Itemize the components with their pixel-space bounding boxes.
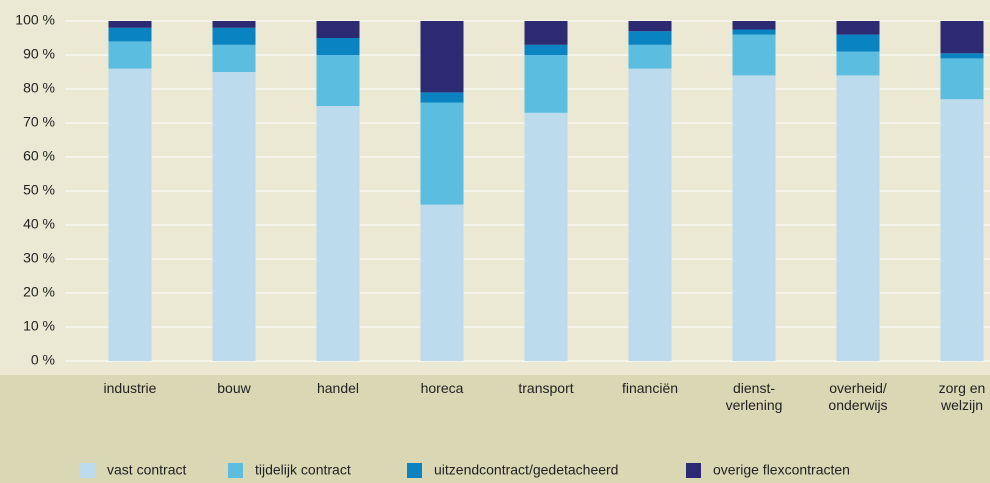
bar-segment xyxy=(836,21,880,35)
bar-segment xyxy=(316,21,360,38)
bar-segment xyxy=(628,68,672,361)
bar-segment xyxy=(108,41,152,69)
legend-label: overige flexcontracten xyxy=(713,462,850,478)
bar-segment xyxy=(420,92,464,103)
legend-swatch xyxy=(80,463,95,478)
x-tick-label: zorg en welzijn xyxy=(938,380,986,413)
bar-segment xyxy=(628,44,672,69)
bar-segment xyxy=(108,21,152,28)
bar-segment xyxy=(524,44,568,55)
legend-swatch xyxy=(686,463,701,478)
bar-segment xyxy=(524,112,568,361)
x-tick-label: overheid/ onderwijs xyxy=(828,380,888,413)
y-tick-label: 0 % xyxy=(31,352,55,368)
x-tick-label: industrie xyxy=(103,380,157,396)
legend-swatch xyxy=(228,463,243,478)
x-tick-label: horeca xyxy=(420,380,464,396)
legend-label: vast contract xyxy=(107,462,186,478)
y-tick-label: 40 % xyxy=(23,216,55,232)
plot-background xyxy=(0,0,990,375)
legend-label: uitzendcontract/gedetacheerd xyxy=(434,462,618,478)
bar-segment xyxy=(420,102,464,205)
bar-segment xyxy=(940,21,984,54)
bar-segment xyxy=(108,27,152,42)
y-tick-label: 100 % xyxy=(15,12,55,28)
bar-segment xyxy=(316,38,360,55)
bar-segment xyxy=(212,72,256,361)
bar-segment xyxy=(420,204,464,361)
y-tick-label: 10 % xyxy=(23,318,55,334)
bar-segment xyxy=(524,21,568,45)
bar-segment xyxy=(732,29,776,35)
bar-segment xyxy=(836,34,880,52)
x-tick-label: transport xyxy=(518,380,574,396)
bar-segment xyxy=(212,44,256,72)
bar-segment xyxy=(420,21,464,93)
y-tick-label: 60 % xyxy=(23,148,55,164)
x-tick-label: dienst- verlening xyxy=(725,380,783,413)
bar-segment xyxy=(628,31,672,45)
bar-segment xyxy=(316,106,360,361)
x-tick-label: bouw xyxy=(217,380,251,396)
y-tick-label: 90 % xyxy=(23,46,55,62)
bar-segment xyxy=(732,21,776,30)
legend-label: tijdelijk contract xyxy=(255,462,351,478)
x-tick-label: financiën xyxy=(621,380,679,396)
bar-segment xyxy=(732,34,776,76)
bar-segment xyxy=(212,21,256,28)
y-tick-label: 70 % xyxy=(23,114,55,130)
bar-segment xyxy=(940,58,984,100)
bar-segment xyxy=(108,68,152,361)
y-tick-label: 80 % xyxy=(23,80,55,96)
bar-segment xyxy=(212,27,256,45)
y-tick-label: 30 % xyxy=(23,250,55,266)
bar-segment xyxy=(836,75,880,362)
bar-segment xyxy=(316,55,360,106)
bar-segment xyxy=(940,99,984,361)
bar-segment xyxy=(732,75,776,362)
y-tick-label: 50 % xyxy=(23,182,55,198)
legend-swatch xyxy=(407,463,422,478)
bar-segment xyxy=(628,21,672,32)
bar-segment xyxy=(524,55,568,113)
bar-segment xyxy=(940,53,984,59)
x-tick-label: handel xyxy=(316,380,360,396)
bar-segment xyxy=(836,51,880,76)
y-tick-label: 20 % xyxy=(23,284,55,300)
